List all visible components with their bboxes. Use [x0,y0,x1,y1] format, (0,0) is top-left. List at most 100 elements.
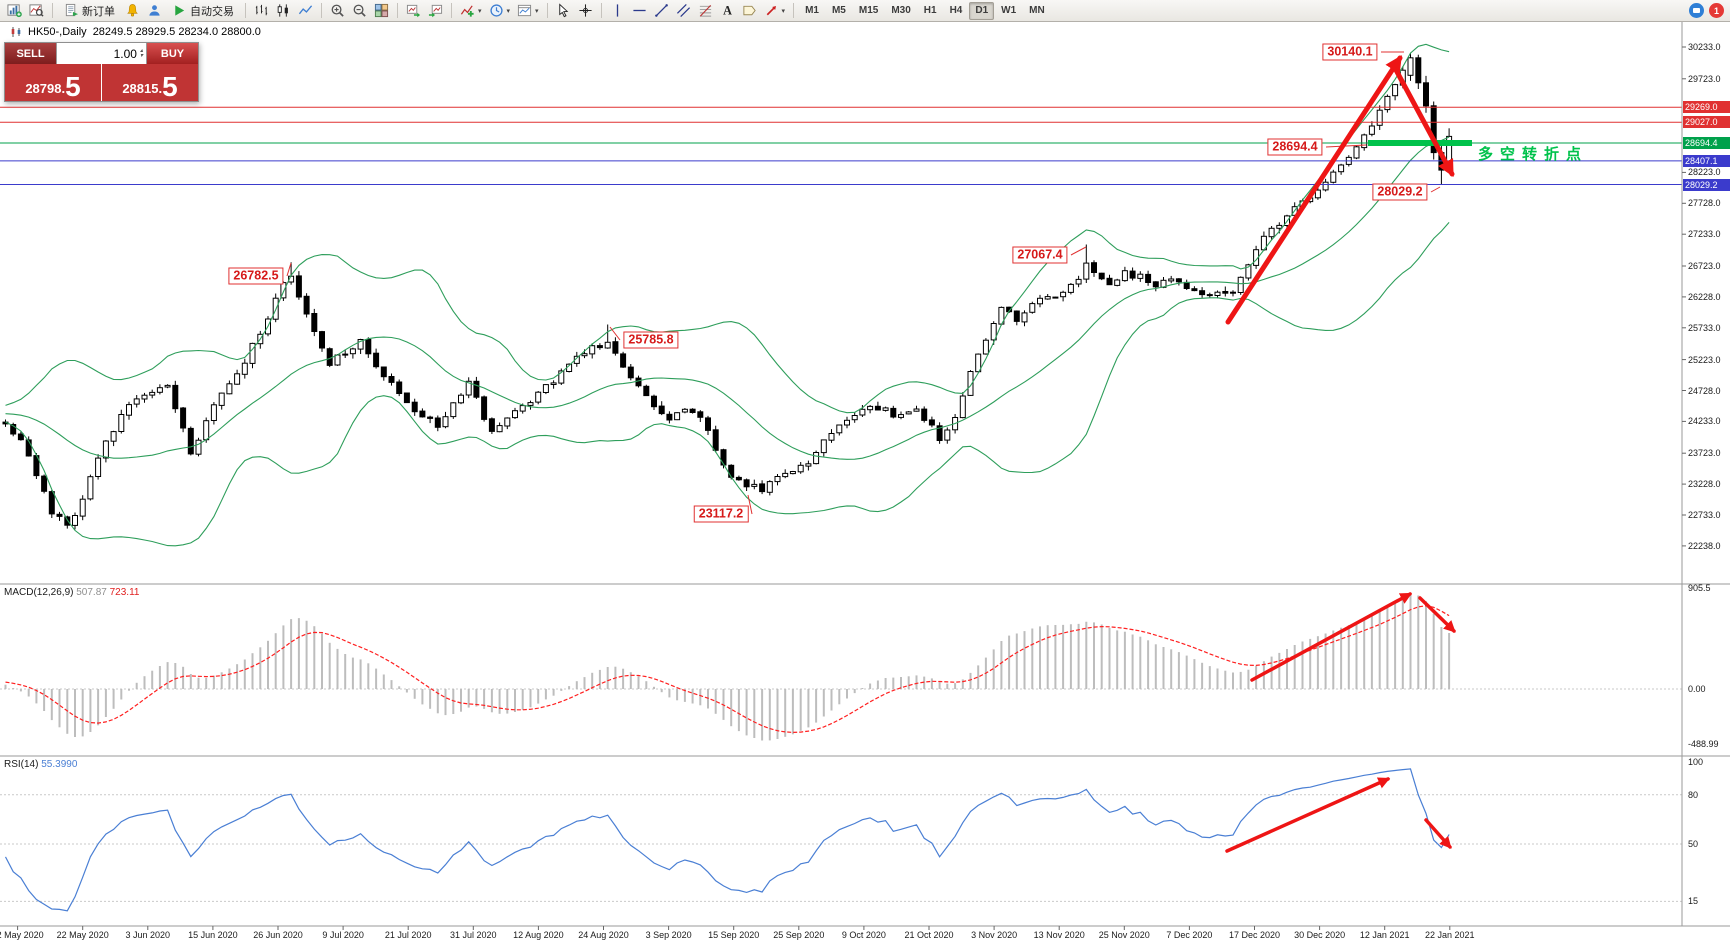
ask-price[interactable]: 28815. 5 [102,64,198,101]
panel-frames-layer [0,22,1730,930]
toolbar-separator [52,3,53,18]
auto-scroll-icon [406,3,421,18]
cursor-button[interactable] [553,1,574,20]
toolbar-right: 1 [1689,3,1726,18]
zoom-out-button[interactable] [349,1,370,20]
timeframe-h1-button[interactable]: H1 [918,2,943,20]
toolbar-separator [397,3,398,18]
new-order-icon [64,3,79,18]
label-icon [742,3,757,18]
spinner-up-icon[interactable]: ▴ [139,47,143,54]
timeframe-m30-button[interactable]: M30 [885,2,916,20]
bar-chart-button[interactable] [251,1,272,20]
macd-layer [0,594,1682,741]
line-chart-icon [298,3,313,18]
toolbar-separator [546,3,548,18]
chart-shift-button[interactable] [425,1,446,20]
chart-shift-icon [428,3,443,18]
notifications-badge[interactable]: 1 [1709,3,1724,18]
timeframe-m5-button[interactable]: M5 [826,2,852,20]
arrows-button[interactable]: ▾ [761,1,789,20]
chart-profile-icon [29,3,44,18]
timeframe-w1-button[interactable]: W1 [995,2,1022,20]
bollinger-bands-layer [5,43,1450,547]
timeframe-mn-button[interactable]: MN [1023,2,1051,20]
alerts-button[interactable] [122,1,143,20]
templates-button[interactable]: ▾ [514,1,542,20]
periods-button[interactable]: ▾ [486,1,514,20]
bars-icon [254,3,269,18]
toolbar-groups: 新订单 自动交易 ▾ ▾ ▾ A ▾ M1 M5 M15 M30 H1 H4 D1 W1 MN [4,1,1051,20]
ohlc-values: 28249.5 28929.5 28234.0 28800.0 [92,26,261,38]
auto-trading-button-label: 自动交易 [190,5,234,18]
profiles-button[interactable] [26,1,47,20]
indicators-button[interactable]: ▾ [457,1,485,20]
buy-button[interactable]: BUY [146,43,198,64]
new-order-button[interactable]: 新订单 [58,1,121,20]
caret-down-icon: ▾ [535,7,539,15]
templates-icon [517,3,532,18]
timeframe-h4-button[interactable]: H4 [944,2,969,20]
tile-windows-icon [374,3,389,18]
horizontal-line-button[interactable] [629,1,650,20]
chart-title: HK50-,Daily 28249.5 28929.5 28234.0 2880… [10,26,261,38]
svg-text:A: A [723,4,732,18]
tile-windows-button[interactable] [371,1,392,20]
bid-price-small: 28798. [25,81,66,96]
channel-button[interactable] [673,1,694,20]
timeframe-m15-button[interactable]: M15 [853,2,884,20]
auto-trading-button[interactable]: 自动交易 [166,1,240,20]
toolbar-separator [321,3,322,18]
bell-icon [125,3,140,18]
periods-icon [489,3,504,18]
text-icon: A [720,3,735,18]
fibonacci-button[interactable] [695,1,716,20]
toolbar: 新订单 自动交易 ▾ ▾ ▾ A ▾ M1 M5 M15 M30 H1 H4 D1 W1 MN 1 [0,0,1730,22]
auto-scroll-button[interactable] [403,1,424,20]
trendline-icon [654,3,669,18]
toolbar-separator [600,3,602,18]
rsi-indicator-label: RSI(14) 55.3990 [4,759,78,770]
timeframe-m1-button[interactable]: M1 [799,2,825,20]
sell-button[interactable]: SELL [5,43,57,64]
toolbar-separator [793,3,795,18]
trendline-button[interactable] [651,1,672,20]
candlestick-chart-button[interactable] [273,1,294,20]
expert-icon [147,3,162,18]
zoom-in-button[interactable] [327,1,348,20]
chart-window-icon [10,26,22,38]
expert-advisors-button[interactable] [144,1,165,20]
text-label-button[interactable] [739,1,760,20]
line-chart-button[interactable] [295,1,316,20]
text-button[interactable]: A [717,1,738,20]
new-chart-icon [7,3,22,18]
hline-icon [632,3,647,18]
spinner-down-icon[interactable]: ▾ [139,52,143,59]
caret-down-icon: ▾ [478,7,482,15]
symbol-period-title: HK50-,Daily [28,26,87,38]
vline-icon [610,3,625,18]
fibo-icon [698,3,713,18]
bid-price[interactable]: 28798. 5 [5,64,102,101]
caret-down-icon: ▾ [781,7,786,15]
indicators-icon [460,3,475,18]
candles-icon [276,3,291,18]
one-click-trading-panel: SELL 1.00 ▴ ▾ BUY 28798. 5 28815. 5 [4,42,199,102]
new-order-button-label: 新订单 [82,5,115,18]
new-chart-button[interactable] [4,1,25,20]
hlines-layer [0,106,1682,185]
rsi-layer [0,768,1682,912]
timeframe-d1-button[interactable]: D1 [969,1,995,20]
volume-value: 1.00 [113,46,137,61]
community-chat-icon[interactable] [1689,3,1704,18]
volume-input[interactable]: 1.00 ▴ ▾ [57,43,146,64]
volume-stepper[interactable]: ▴ ▾ [139,47,143,59]
bid-price-big: 5 [65,71,81,103]
ask-price-big: 5 [162,71,178,103]
vertical-line-button[interactable] [607,1,628,20]
caret-down-icon: ▾ [506,7,511,15]
candles-layer [2,52,1453,530]
crosshair-button[interactable] [575,1,596,20]
